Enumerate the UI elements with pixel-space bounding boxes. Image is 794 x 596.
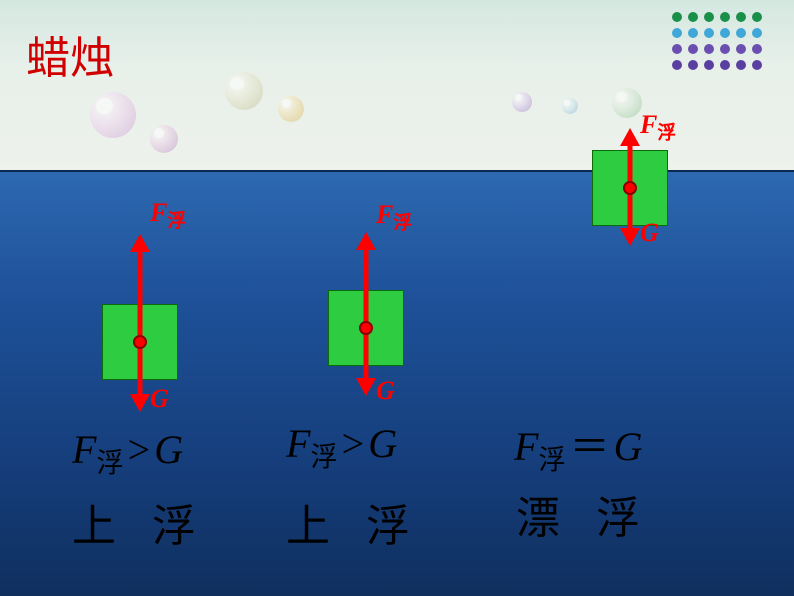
decor-dot — [720, 60, 730, 70]
bubble — [612, 88, 642, 118]
corner-dot-grid — [672, 12, 762, 70]
force-origin-dot — [623, 181, 637, 195]
decor-dot — [672, 28, 682, 38]
decor-dot — [752, 44, 762, 54]
decor-dot — [736, 60, 746, 70]
decor-dot — [688, 12, 698, 22]
decor-dot — [720, 12, 730, 22]
slide-title: 蜡烛 — [26, 22, 114, 86]
decor-dot — [736, 44, 746, 54]
decor-dot — [704, 44, 714, 54]
decor-dot — [688, 28, 698, 38]
decor-dot — [736, 12, 746, 22]
bubble — [512, 92, 532, 112]
force-origin-dot — [359, 321, 373, 335]
decor-dot — [752, 12, 762, 22]
decor-dot — [720, 28, 730, 38]
state-caption: 漂浮 — [516, 482, 640, 546]
buoyancy-equation: F浮＝G — [514, 414, 643, 477]
bubble — [278, 96, 304, 122]
decor-dot — [720, 44, 730, 54]
buoyancy-equation: F浮>G — [72, 426, 183, 480]
bubble — [225, 72, 263, 110]
decor-dot — [752, 60, 762, 70]
buoyancy-label: F浮 — [376, 200, 412, 235]
bubble — [562, 98, 578, 114]
buoyancy-label: F浮 — [640, 110, 676, 145]
bubble — [150, 125, 178, 153]
bubble — [90, 92, 136, 138]
decor-dot — [672, 60, 682, 70]
state-caption: 上浮 — [72, 490, 196, 554]
gravity-label: G — [150, 384, 169, 414]
decor-dot — [688, 44, 698, 54]
decor-dot — [704, 28, 714, 38]
decor-dot — [704, 60, 714, 70]
buoyancy-equation: F浮>G — [286, 420, 397, 474]
force-origin-dot — [133, 335, 147, 349]
decor-dot — [688, 60, 698, 70]
decor-dot — [752, 28, 762, 38]
gravity-label: G — [376, 376, 395, 406]
state-caption: 上浮 — [286, 490, 410, 554]
decor-dot — [672, 12, 682, 22]
buoyancy-label: F浮 — [150, 198, 186, 233]
decor-dot — [736, 28, 746, 38]
gravity-label: G — [640, 218, 659, 248]
decor-dot — [672, 44, 682, 54]
decor-dot — [704, 12, 714, 22]
